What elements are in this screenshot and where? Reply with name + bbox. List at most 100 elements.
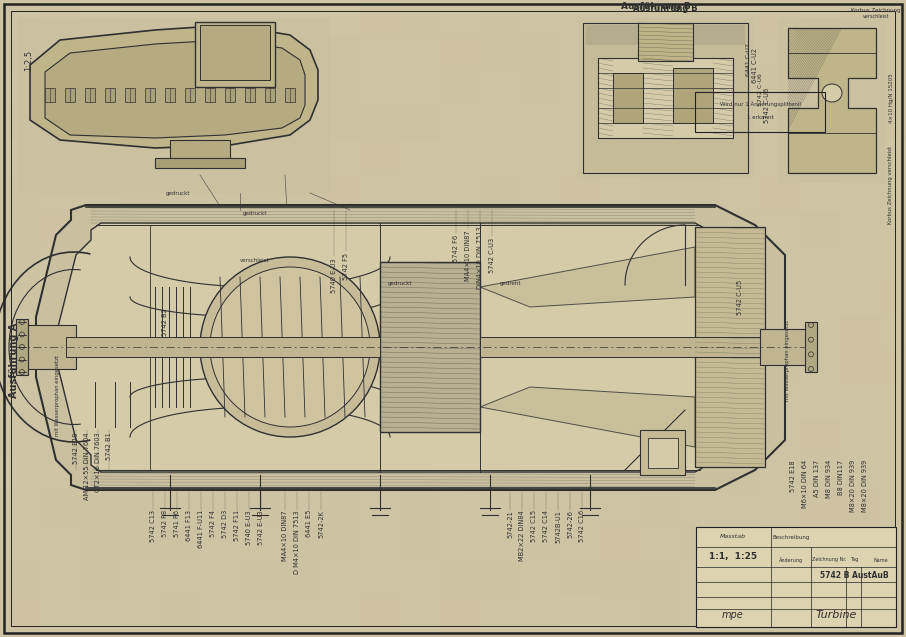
- Bar: [200, 0, 240, 35]
- Polygon shape: [480, 247, 695, 307]
- Bar: [440, 35, 480, 70]
- Bar: [45, 88, 55, 102]
- Bar: [680, 140, 720, 175]
- Text: gedruckt: gedruckt: [243, 211, 267, 216]
- Text: MB2×22 DIN84: MB2×22 DIN84: [519, 510, 525, 561]
- Bar: [120, 385, 160, 420]
- Bar: [240, 525, 280, 560]
- Bar: [400, 315, 440, 350]
- Bar: [240, 420, 280, 455]
- Bar: [480, 140, 520, 175]
- Bar: [800, 280, 840, 315]
- Bar: [720, 280, 760, 315]
- Bar: [320, 350, 360, 385]
- Bar: [120, 70, 160, 105]
- Bar: [600, 350, 640, 385]
- Bar: [40, 70, 80, 105]
- Bar: [0, 0, 40, 35]
- Bar: [840, 210, 880, 245]
- Text: 5742 C16: 5742 C16: [579, 510, 585, 542]
- Bar: [440, 630, 480, 637]
- Text: 5742 C14: 5742 C14: [543, 510, 549, 542]
- Bar: [400, 105, 440, 140]
- Bar: [520, 105, 560, 140]
- Text: 4×10 Hg/N 15205: 4×10 Hg/N 15205: [889, 73, 893, 123]
- Bar: [600, 525, 640, 560]
- Bar: [40, 35, 80, 70]
- Bar: [560, 490, 600, 525]
- Bar: [160, 630, 200, 637]
- Bar: [40, 420, 80, 455]
- Bar: [680, 70, 720, 105]
- Bar: [680, 595, 720, 630]
- Bar: [0, 315, 40, 350]
- Bar: [400, 595, 440, 630]
- Bar: [280, 630, 320, 637]
- Bar: [200, 420, 240, 455]
- Bar: [640, 210, 680, 245]
- Bar: [760, 630, 800, 637]
- Bar: [18, 18, 330, 193]
- Bar: [760, 210, 800, 245]
- Bar: [760, 0, 800, 35]
- Bar: [40, 525, 80, 560]
- Bar: [520, 455, 560, 490]
- Text: 5742 C-U5: 5742 C-U5: [737, 280, 743, 315]
- Bar: [160, 385, 200, 420]
- Bar: [40, 490, 80, 525]
- Bar: [120, 245, 160, 280]
- Bar: [160, 560, 200, 595]
- Bar: [40, 105, 80, 140]
- Bar: [0, 630, 40, 637]
- Bar: [80, 105, 120, 140]
- Text: 5742B-U1: 5742B-U1: [555, 510, 561, 543]
- Bar: [80, 35, 120, 70]
- Bar: [320, 245, 360, 280]
- Bar: [640, 350, 680, 385]
- Bar: [480, 280, 520, 315]
- Bar: [840, 630, 880, 637]
- Bar: [400, 210, 440, 245]
- Bar: [600, 315, 640, 350]
- Bar: [520, 315, 560, 350]
- Bar: [400, 525, 440, 560]
- Bar: [0, 560, 40, 595]
- Bar: [285, 88, 295, 102]
- Bar: [640, 455, 680, 490]
- Bar: [120, 315, 160, 350]
- Bar: [800, 350, 840, 385]
- Bar: [840, 560, 880, 595]
- Bar: [0, 70, 40, 105]
- Bar: [680, 630, 720, 637]
- Text: A5 DIN 137: A5 DIN 137: [814, 460, 820, 497]
- Bar: [600, 210, 640, 245]
- Bar: [760, 595, 800, 630]
- Bar: [200, 595, 240, 630]
- Bar: [80, 490, 120, 525]
- Bar: [520, 0, 560, 35]
- Bar: [240, 315, 280, 350]
- Bar: [720, 210, 760, 245]
- Polygon shape: [45, 40, 305, 138]
- Bar: [400, 35, 440, 70]
- Bar: [145, 88, 155, 102]
- Bar: [720, 315, 760, 350]
- Bar: [80, 595, 120, 630]
- Bar: [280, 420, 320, 455]
- Bar: [280, 350, 320, 385]
- Bar: [640, 105, 680, 140]
- Bar: [560, 35, 600, 70]
- Bar: [160, 315, 200, 350]
- Bar: [320, 280, 360, 315]
- Bar: [280, 210, 320, 245]
- Text: 5742 C-U6: 5742 C-U6: [758, 73, 764, 106]
- Bar: [120, 105, 160, 140]
- Text: mit Wasserprophan eingesetzt: mit Wasserprophan eingesetzt: [55, 355, 60, 436]
- Bar: [440, 245, 480, 280]
- Text: 5742 C-U3: 5742 C-U3: [489, 238, 495, 273]
- Bar: [760, 280, 800, 315]
- Bar: [480, 630, 520, 637]
- Bar: [240, 0, 280, 35]
- Text: Ausführung B: Ausführung B: [633, 3, 698, 13]
- Text: M8×20 DIN 939: M8×20 DIN 939: [862, 460, 868, 512]
